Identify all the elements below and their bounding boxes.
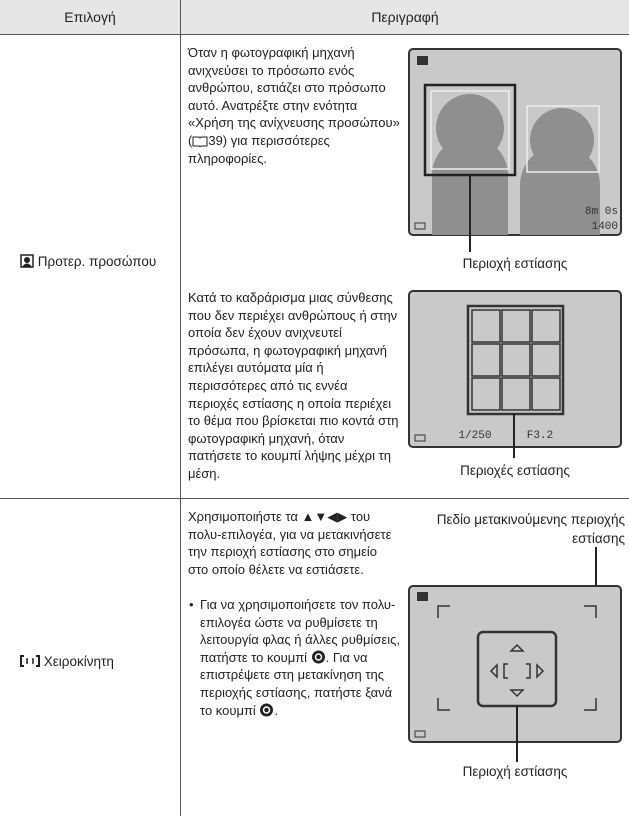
bullet: • Για να χρησιμοποιήσετε τον πολυ-επιλογ… [189,596,400,719]
book-icon [192,136,208,147]
ok-icon [311,650,325,664]
face-icon [20,254,34,268]
description: Όταν η φωτογραφική μηχανή ανιχνεύσει το … [188,44,400,167]
ok-icon [260,703,274,717]
figure-caption: Περιοχή εστίασης [462,764,568,779]
figure-caption: Περιοχές εστίασης [460,463,570,478]
header-cell: Περιγραφή [181,0,629,34]
option-cell: Προτερ. προσώπου [20,253,170,271]
shots-count: 1400 [592,221,618,233]
screen-readout: 8m 0s 1400 [585,206,618,233]
manual-icon [20,655,40,667]
shutter: 1/250 [458,430,491,442]
bullet-dot: • [189,597,194,612]
header-cell: Επιλογή [0,0,180,34]
option-cell: Χειροκίνητη [20,653,170,671]
description-text: 39) για περισσότερες πληροφορίες. [188,132,330,166]
description-text: Όταν η φωτογραφική μηχανή ανιχνεύσει το … [188,45,400,148]
option-label: Προτερ. προσώπου [37,254,157,269]
description: Κατά το καδράρισμα μιας σύνθεσης που δεν… [188,290,399,481]
aperture: F3.2 [527,430,553,442]
bullet-text: . [274,702,279,718]
bullet-text: Για να χρησιμοποιήσετε τον πολυ-επιλογέα… [200,597,400,665]
description: Χρησιμοποιήστε τα ▲▼◀▶ του πολυ-επιλογέα… [188,509,392,577]
figure-label: Πεδίο μετακινούμενης περιοχής εστίασης [436,512,625,546]
figure-caption: Περιοχή εστίασης [462,256,568,271]
bullet-text: . Για να επιστρέψετε στη μετακίνηση της … [200,649,393,718]
screen-readout: 1/250 F3.2 [458,430,553,442]
remaining-time: 8m 0s [585,206,618,218]
option-label: Χειροκίνητη [43,654,114,669]
